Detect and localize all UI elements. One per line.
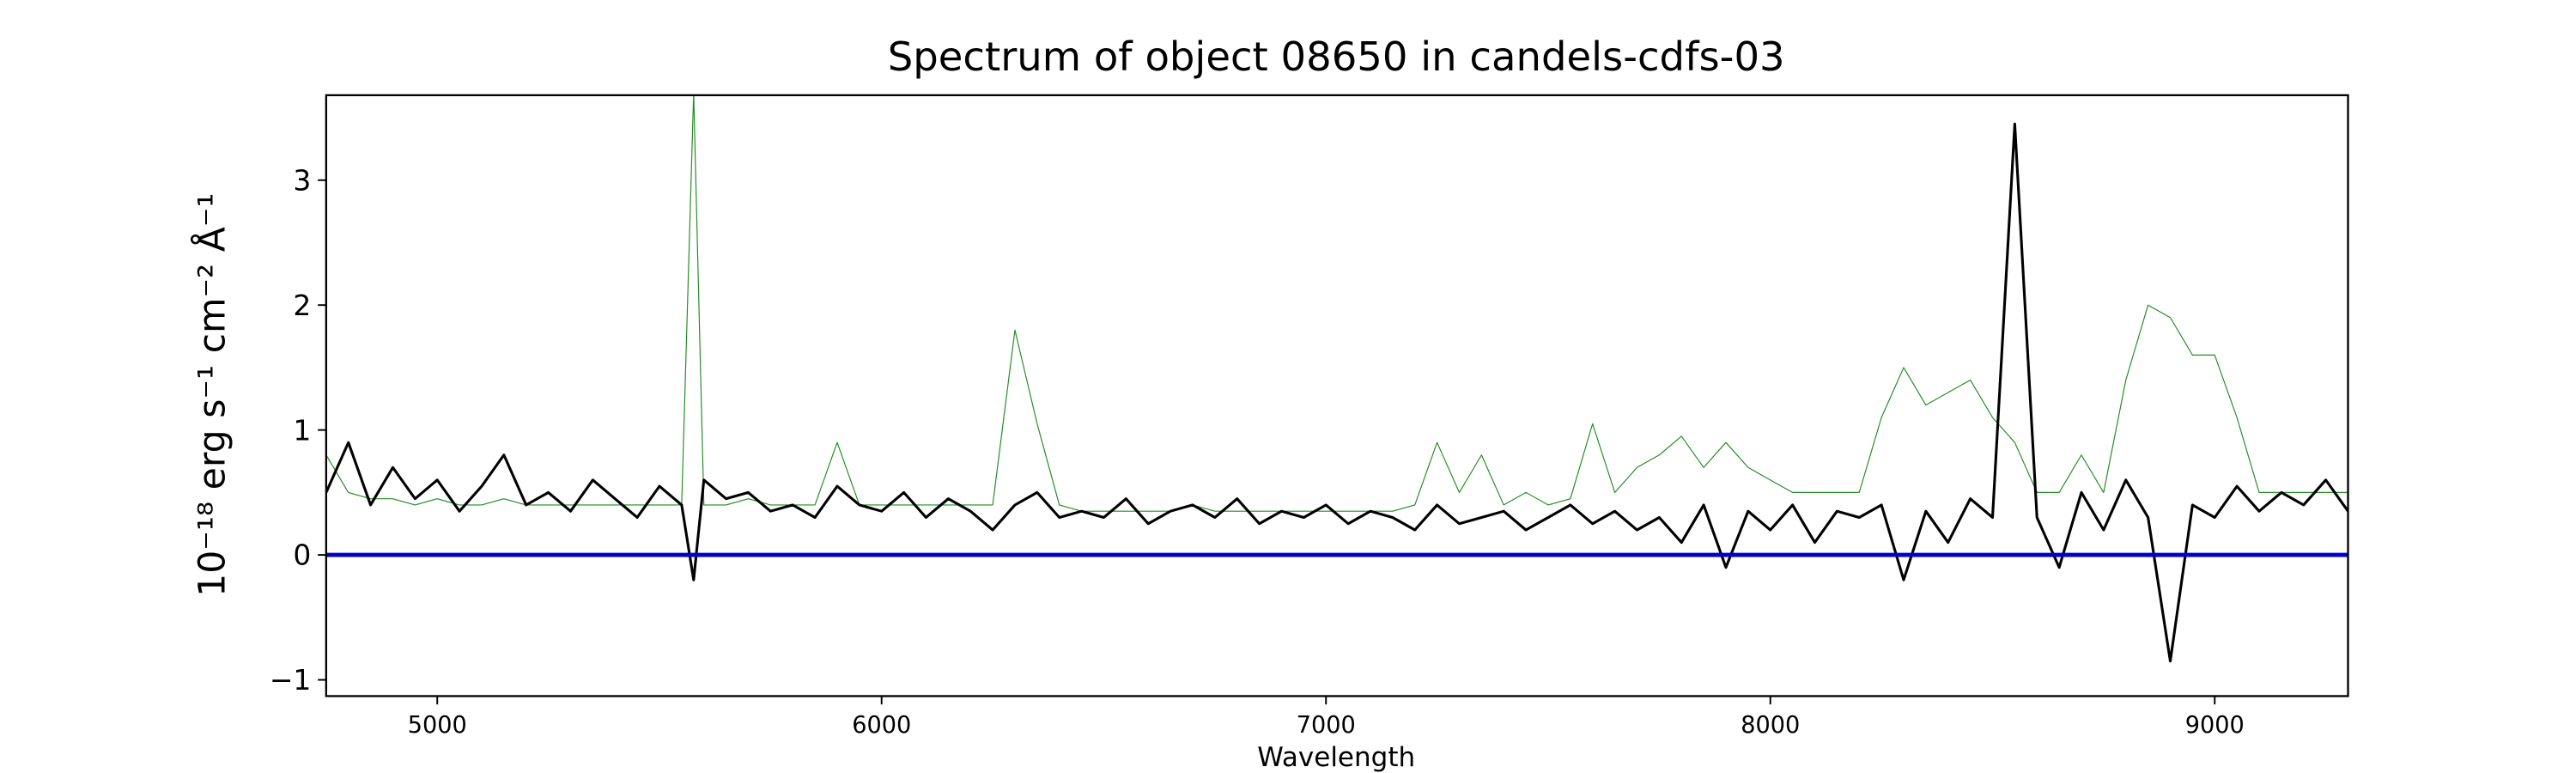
y-tick-label: 0 [293, 539, 311, 572]
x-axis-label: Wavelength [1257, 742, 1415, 773]
x-tick-label: 5000 [408, 712, 467, 739]
x-tick-label: 9000 [2185, 712, 2245, 739]
chart-title: Spectrum of object 08650 in candels-cdfs… [888, 33, 1785, 80]
y-tick-label: −1 [270, 663, 312, 697]
y-tick-label: 1 [293, 413, 311, 447]
series-line [325, 122, 2348, 663]
plot-area [325, 94, 2348, 663]
y-tick-label: 3 [293, 163, 311, 197]
x-tick-label: 8000 [1741, 712, 1800, 739]
x-tick-label: 6000 [852, 712, 911, 739]
x-tick-label: 7000 [1297, 712, 1356, 739]
plot-frame [325, 94, 2349, 697]
y-tick-label: 2 [293, 289, 311, 322]
series-line [325, 94, 2348, 512]
y-axis-label: 10⁻¹⁸ erg s⁻¹ cm⁻² Å⁻¹ [191, 193, 234, 597]
